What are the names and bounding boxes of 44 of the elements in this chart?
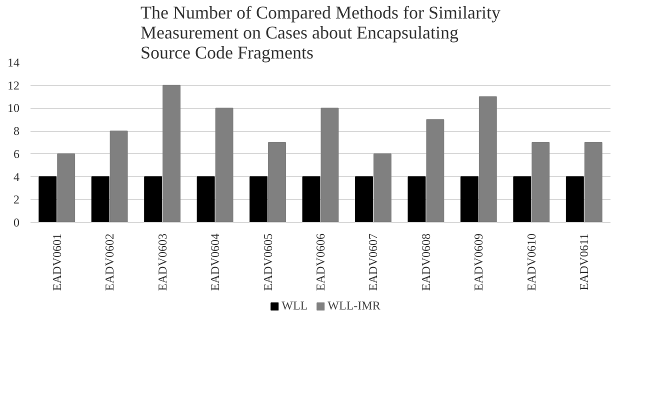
x-tick-label: EADV0611: [577, 233, 592, 290]
y-tick-label: 14: [8, 56, 20, 70]
bar: [162, 84, 181, 222]
x-tick-label: EADV0603: [155, 234, 170, 291]
x-tick-label: EADV0601: [50, 234, 64, 291]
y-tick-label: 4: [14, 170, 20, 184]
bar: [38, 176, 57, 222]
y-tick-label: 8: [14, 124, 20, 138]
bar: [110, 130, 128, 222]
x-tick-label: EADV0608: [418, 234, 433, 291]
bar: [532, 142, 550, 222]
y-tick-label: 2: [14, 192, 20, 207]
legend-label: WLL-IMR: [328, 298, 380, 314]
x-tick-label: EADV0602: [102, 234, 117, 291]
bar: [426, 119, 444, 222]
y-tick-label: 10: [8, 101, 20, 116]
bar: [408, 176, 426, 222]
bar: [460, 176, 478, 222]
chart-title: The Number of Compared Methods for Similarity Measurement on Cases about Encapsulating Source Code Fragments: [140, 2, 500, 62]
legend-label: WLL: [282, 298, 308, 314]
x-tick-label: EADV0606: [314, 234, 328, 291]
bar: [566, 176, 584, 222]
bar: [144, 176, 162, 222]
bar: [57, 153, 76, 222]
bar: [478, 96, 497, 222]
bar: [215, 108, 234, 222]
bar: [302, 176, 320, 222]
bar: [584, 142, 602, 222]
y-tick-label: 6: [14, 146, 20, 161]
bar: [355, 176, 373, 222]
bar: [320, 108, 339, 222]
x-tick-label: EADV0604: [208, 234, 222, 291]
y-tick-label: 12: [8, 78, 20, 92]
bar: [250, 176, 268, 222]
bar: [268, 142, 286, 222]
x-tick-label: EADV0605: [260, 234, 275, 291]
bar: [196, 176, 215, 222]
y-tick-label: 0: [14, 216, 20, 230]
bar: [91, 176, 110, 222]
x-tick-label: EADV0607: [366, 234, 380, 291]
x-tick-label: EADV0609: [472, 234, 486, 291]
x-tick-label: EADV0610: [524, 234, 538, 291]
bar: [373, 153, 392, 222]
bar: [513, 176, 532, 222]
